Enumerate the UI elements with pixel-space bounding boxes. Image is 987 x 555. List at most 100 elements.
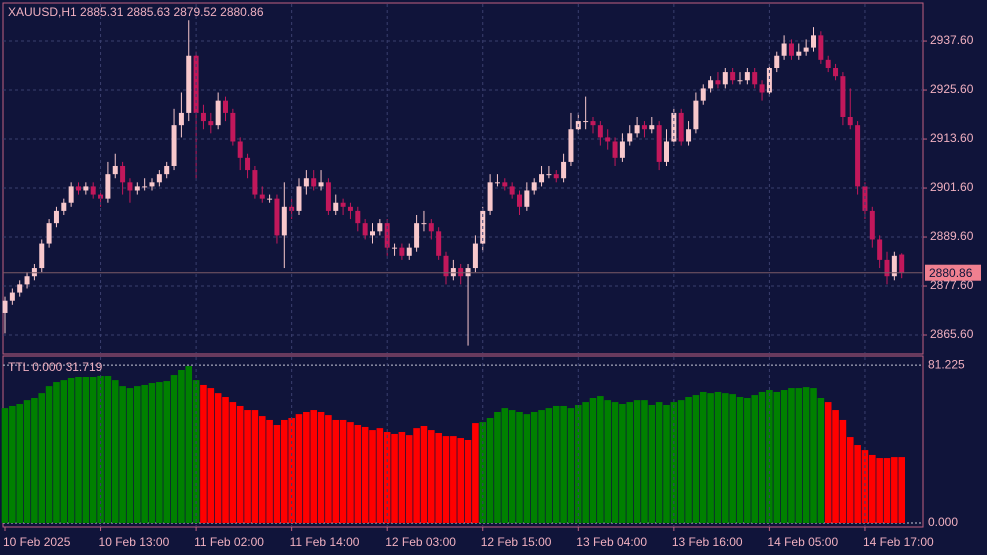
indicator-title: TTL 0.000 31.719 xyxy=(8,360,103,374)
candle-body xyxy=(142,186,148,188)
candle-body xyxy=(296,186,302,211)
histogram-bar xyxy=(780,390,788,523)
y-tick-label: 0.000 xyxy=(928,515,958,529)
candle-body xyxy=(744,72,750,81)
histogram-bar xyxy=(222,397,229,523)
histogram-bar xyxy=(552,405,560,523)
histogram-bar xyxy=(310,410,317,523)
histogram-bar xyxy=(530,411,538,523)
histogram-bar xyxy=(288,418,295,523)
candle-body xyxy=(17,284,23,293)
histogram-bar xyxy=(641,400,648,523)
histogram-bar xyxy=(141,384,148,523)
y-tick-label: 2901.60 xyxy=(930,180,974,194)
histogram-bar xyxy=(869,454,876,523)
histogram-bar xyxy=(508,410,516,523)
histogram-bar xyxy=(82,376,90,523)
histogram-bar xyxy=(707,393,714,523)
candle-body xyxy=(833,67,839,77)
candle-body xyxy=(788,43,794,56)
candle-body xyxy=(825,59,831,68)
candle-body xyxy=(649,125,655,130)
histogram-bar xyxy=(156,382,163,523)
candle-body xyxy=(509,186,515,195)
histogram-bar xyxy=(126,388,134,523)
histogram-bar xyxy=(876,458,883,523)
candle-body xyxy=(377,223,383,232)
histogram-bar xyxy=(648,404,656,523)
candle-body xyxy=(869,210,875,240)
candle-body xyxy=(186,55,192,113)
candle-body xyxy=(443,255,449,277)
histogram-bar xyxy=(810,388,817,523)
candle-body xyxy=(318,182,324,187)
histogram-bar xyxy=(23,400,31,523)
candle-body xyxy=(311,178,317,187)
candle-body xyxy=(759,84,765,93)
histogram-bar xyxy=(236,405,244,523)
histogram-bar xyxy=(317,411,325,523)
candle-body xyxy=(259,194,265,199)
histogram-bar xyxy=(398,432,406,523)
x-tick-label: 10 Feb 13:00 xyxy=(99,535,170,549)
histogram-bar xyxy=(185,366,193,523)
candle-body xyxy=(472,243,478,269)
histogram-bar xyxy=(545,408,553,523)
histogram-bar xyxy=(604,400,611,523)
histogram-bar xyxy=(663,404,670,523)
histogram-bar xyxy=(597,396,604,523)
candle-body xyxy=(370,231,375,236)
candle-body xyxy=(605,137,611,142)
histogram-bar xyxy=(685,397,692,523)
candle-body xyxy=(465,268,471,277)
candle-body xyxy=(634,125,640,134)
candle-body xyxy=(61,202,67,211)
histogram-bar xyxy=(567,408,575,523)
histogram-bar xyxy=(589,397,597,523)
histogram-bar xyxy=(1,408,9,523)
histogram-bar xyxy=(832,410,839,523)
histogram-bar xyxy=(347,422,354,523)
histogram-bar xyxy=(31,397,38,523)
candle-body xyxy=(664,141,669,162)
histogram-bar xyxy=(420,425,428,523)
candle-body xyxy=(215,100,221,126)
candle-body xyxy=(877,239,883,260)
histogram-bar xyxy=(9,405,16,523)
x-tick-label: 12 Feb 15:00 xyxy=(481,535,552,549)
histogram-bar xyxy=(435,432,442,523)
histogram-bar xyxy=(457,438,464,523)
candle-body xyxy=(237,141,243,158)
candle-body xyxy=(641,125,647,130)
y-tick-label: 2937.60 xyxy=(930,33,974,47)
candle-body xyxy=(325,182,331,211)
histogram-bar xyxy=(846,437,854,523)
histogram-bar xyxy=(626,402,634,523)
histogram-bar xyxy=(824,402,832,523)
candle-body xyxy=(458,268,464,277)
histogram-bar xyxy=(538,410,545,523)
last-price-label: 2880.86 xyxy=(929,266,973,280)
candle-body xyxy=(796,51,802,56)
histogram-bar xyxy=(854,445,861,523)
candle-body xyxy=(568,129,574,162)
candle-body xyxy=(105,174,111,199)
histogram-bar xyxy=(817,397,825,523)
histogram-bar xyxy=(16,404,23,523)
candle-body xyxy=(303,178,309,187)
histogram-bar xyxy=(722,393,729,523)
histogram-bar xyxy=(38,393,46,523)
histogram-bar xyxy=(758,391,766,523)
histogram-bar xyxy=(369,430,376,523)
candle-body xyxy=(855,125,861,187)
histogram-bar xyxy=(163,381,170,523)
x-tick-label: 13 Feb 04:00 xyxy=(576,535,647,549)
histogram-bar xyxy=(655,402,663,523)
candle-body xyxy=(362,223,368,236)
y-tick-label: 2925.60 xyxy=(930,82,974,96)
histogram-bar xyxy=(89,376,97,523)
candle-body xyxy=(847,116,853,126)
histogram-bar xyxy=(633,400,641,523)
